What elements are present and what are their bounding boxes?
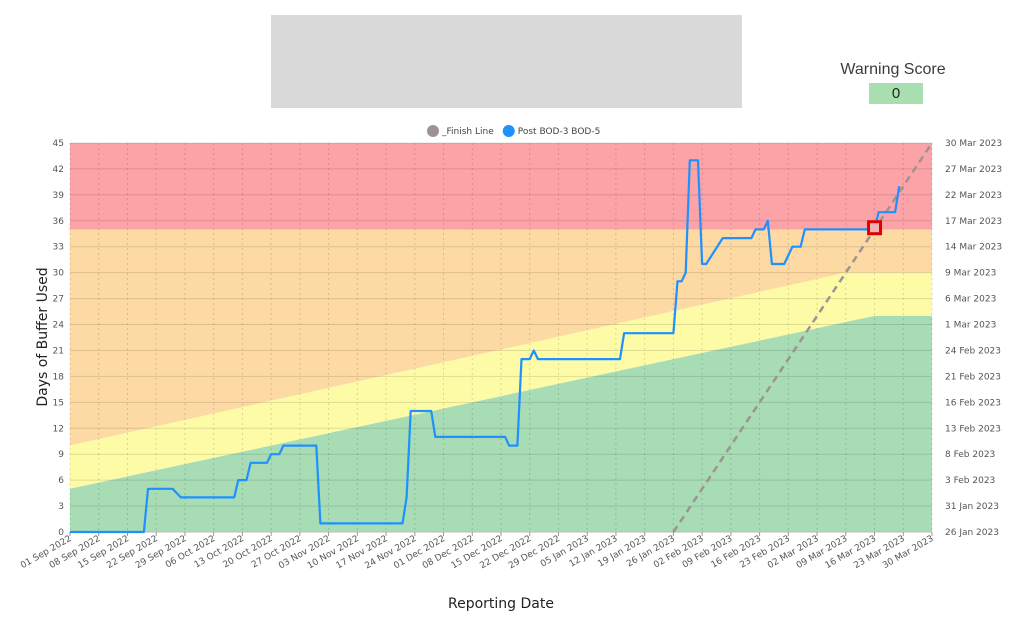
y2-tick-label: 30 Mar 2023 (945, 139, 1002, 149)
series-line (70, 159, 901, 534)
y-tick-label: 21 (53, 346, 64, 356)
finish-line (672, 142, 934, 533)
y-tick-label: 3 (58, 502, 64, 512)
buffer-zones (70, 143, 932, 532)
y-tick-label: 45 (53, 139, 64, 149)
y-tick-label: 18 (53, 372, 65, 382)
buffer-series (70, 159, 901, 534)
y-tick-label: 12 (53, 424, 64, 434)
highlight-marker (867, 220, 883, 236)
y-tick-label: 24 (53, 321, 65, 331)
y2-tick-label: 13 Feb 2023 (945, 424, 1001, 434)
warning-score-title: Warning Score (840, 61, 946, 78)
y2-tick-label: 9 Mar 2023 (945, 269, 996, 279)
y-axis-title: Days of Buffer Used (35, 267, 51, 406)
orange-zone (70, 229, 932, 446)
y-tick-label: 42 (53, 165, 64, 175)
x-axis-title: Reporting Date (448, 596, 554, 612)
y2-tick-label: 17 Mar 2023 (945, 217, 1002, 227)
y2-tick-label: 22 Mar 2023 (945, 191, 1002, 201)
y-tick-label: 33 (53, 243, 64, 253)
chart-legend: _Finish Line Post BOD-3 BOD-5 (427, 125, 600, 137)
yellow-zone (70, 272, 932, 489)
y2-tick-label: 3 Feb 2023 (945, 476, 995, 486)
legend-swatch (427, 125, 439, 137)
y2-tick-label: 24 Feb 2023 (945, 346, 1001, 356)
finish-line-series (672, 142, 934, 533)
legend-label: Post BOD-3 BOD-5 (518, 127, 601, 137)
y2-tick-label: 6 Mar 2023 (945, 295, 996, 305)
warning-score-value: 0 (869, 83, 923, 104)
legend-swatch (502, 125, 515, 137)
y-tick-label: 9 (58, 450, 64, 460)
green-zone (70, 315, 932, 532)
legend-label: _Finish Line (441, 127, 494, 137)
y-tick-label: 15 (53, 398, 64, 408)
y2-tick-label: 1 Mar 2023 (945, 321, 996, 331)
y-tick-label: 27 (53, 295, 64, 305)
y2-tick-label: 21 Feb 2023 (945, 372, 1001, 382)
y-tick-label: 6 (58, 476, 64, 486)
y-tick-label: 30 (53, 269, 65, 279)
y2-tick-label: 31 Jan 2023 (945, 502, 999, 512)
y2-tick-label: 14 Mar 2023 (945, 243, 1002, 253)
current-point-marker (867, 220, 883, 236)
y2-tick-label: 8 Feb 2023 (945, 450, 995, 460)
y-tick-label: 36 (53, 217, 65, 227)
report-header-placeholder (271, 15, 742, 108)
y2-tick-label: 27 Mar 2023 (945, 165, 1002, 175)
red-zone (70, 143, 932, 230)
y-tick-label: 0 (58, 528, 64, 538)
y2-tick-label: 16 Feb 2023 (945, 398, 1001, 408)
y-tick-label: 39 (53, 191, 65, 201)
y2-tick-label: 26 Jan 2023 (945, 528, 999, 538)
